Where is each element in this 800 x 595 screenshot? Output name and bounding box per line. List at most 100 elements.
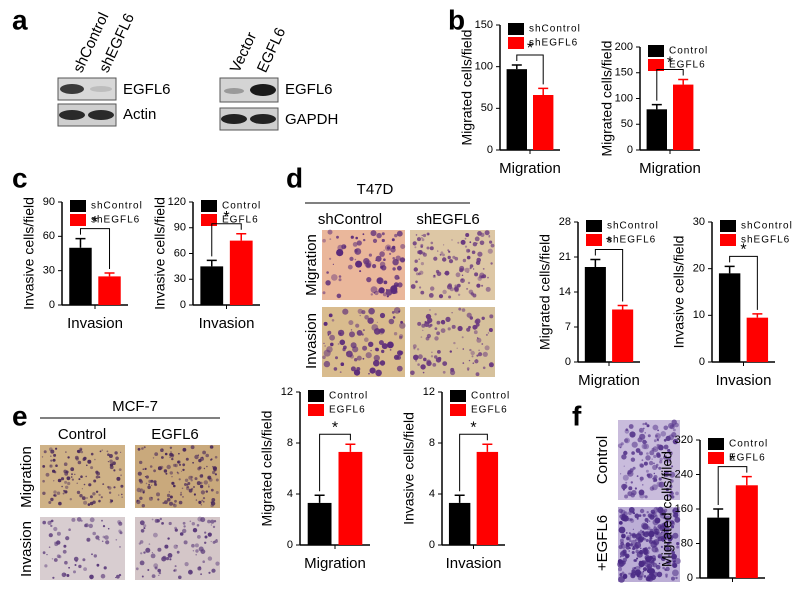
cell [200,517,206,523]
cell [442,289,447,295]
cell [82,558,86,562]
row-label: Migration [303,234,320,296]
cell [204,535,208,539]
cell [201,456,204,459]
row-label: Migration [18,446,35,508]
cell [664,460,667,463]
cell [465,233,470,237]
cell [350,329,353,331]
cell [53,558,58,562]
cell [210,540,212,543]
cell [430,355,434,358]
cell [368,253,372,257]
cell [178,463,182,466]
cell [620,473,622,475]
cell [625,481,628,484]
cell [410,370,415,376]
cell [95,470,99,474]
cell [189,570,192,573]
cell [139,520,145,526]
cell [70,467,75,472]
cell [665,550,667,552]
significance-mark: * [606,235,612,252]
cell [100,496,103,499]
cell [620,442,624,446]
cell [208,486,210,488]
cell [373,359,380,367]
y-tick-label: 0 [49,299,55,311]
cell [475,372,480,377]
cell [625,428,629,432]
cell [663,556,665,558]
blot-band [250,84,276,96]
cell [366,277,372,283]
cell [642,513,646,517]
cell [50,524,53,528]
error-bar [651,103,662,110]
error-bar [104,272,115,277]
cell [472,362,475,365]
cell [384,244,392,252]
cell [83,456,87,461]
cell [109,463,114,467]
cell [350,366,356,372]
column-label: shControl [318,211,382,228]
cell [49,447,53,452]
cell [642,570,645,573]
cell [646,473,651,477]
cell [53,526,58,532]
cell [434,355,438,359]
cell [67,456,70,459]
cell [436,320,441,325]
cell [190,479,193,482]
cell [173,503,177,508]
legend-label: EGFL6 [669,60,706,71]
cell [385,289,393,296]
cell [168,491,171,493]
cell [180,470,183,472]
cell [434,336,439,341]
y-tick-label: 320 [675,434,693,446]
legend-swatch [586,234,602,246]
cell [646,526,651,531]
cell [329,257,332,260]
cell [469,348,472,352]
cell [362,233,365,236]
legend-swatch [70,214,86,226]
cell [653,478,658,482]
cell [475,260,481,265]
cell [56,531,61,536]
cell [167,537,170,540]
cell [116,574,120,579]
bar [338,451,363,545]
cell [117,520,121,524]
cell [108,491,112,494]
cell [454,256,459,261]
cell [621,544,626,549]
legend-label: EGFL6 [222,215,259,226]
cell [141,575,144,578]
cell [62,549,67,554]
cell [636,475,639,477]
cell [643,443,650,450]
row-label: +EGFL6 [594,515,611,571]
cell [55,464,58,468]
cell [207,476,210,479]
significance-mark: * [92,214,98,231]
cell [660,530,666,536]
cell [136,499,141,505]
cell [139,560,145,566]
cell [644,554,650,561]
cell [644,495,648,499]
cell [44,564,48,568]
legend-swatch [201,200,217,212]
cell [57,478,62,483]
cell [656,571,663,578]
cell [88,483,92,487]
cell [676,542,680,546]
cell [660,535,665,540]
cell [393,307,401,314]
cell [386,295,389,298]
micrograph [410,230,495,300]
